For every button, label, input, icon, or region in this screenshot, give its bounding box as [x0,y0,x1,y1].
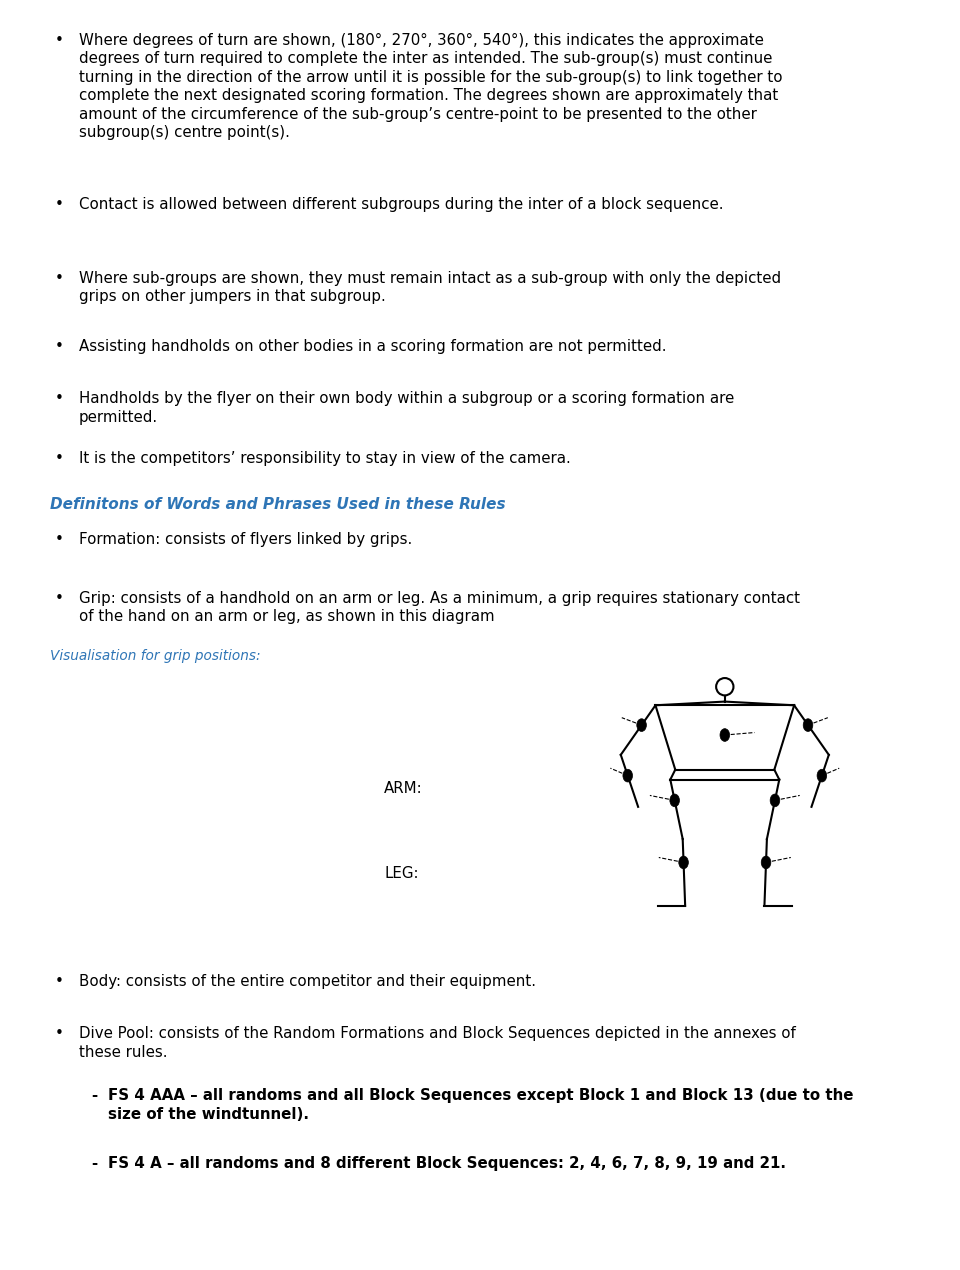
Text: Body: consists of the entire competitor and their equipment.: Body: consists of the entire competitor … [79,974,536,989]
Circle shape [679,856,688,869]
Circle shape [623,770,633,782]
Circle shape [761,856,771,869]
Text: ARM:: ARM: [384,781,422,796]
Text: permitted.: permitted. [79,409,157,424]
Text: •: • [55,271,64,286]
Text: -: - [91,1156,97,1171]
Circle shape [770,794,780,806]
Text: •: • [55,197,64,212]
Text: complete the next designated scoring formation. The degrees shown are approximat: complete the next designated scoring for… [79,89,778,103]
Text: Assisting handholds on other bodies in a scoring formation are not permitted.: Assisting handholds on other bodies in a… [79,339,666,354]
Text: •: • [55,33,64,48]
Text: amount of the circumference of the sub-group’s centre-point to be presented to t: amount of the circumference of the sub-g… [79,107,756,122]
Text: Dive Pool: consists of the Random Formations and Block Sequences depicted in the: Dive Pool: consists of the Random Format… [79,1026,796,1041]
Text: subgroup(s) centre point(s).: subgroup(s) centre point(s). [79,126,290,140]
Text: •: • [55,532,64,547]
Text: FS 4 A – all randoms and 8 different Block Sequences: 2, 4, 6, 7, 8, 9, 19 and 2: FS 4 A – all randoms and 8 different Blo… [108,1156,786,1171]
Text: Where sub-groups are shown, they must remain intact as a sub-group with only the: Where sub-groups are shown, they must re… [79,271,780,286]
Text: Visualisation for grip positions:: Visualisation for grip positions: [50,649,260,663]
Circle shape [804,719,813,732]
Text: •: • [55,451,64,466]
Text: •: • [55,1026,64,1041]
Text: •: • [55,974,64,989]
Text: •: • [55,339,64,354]
Text: Contact is allowed between different subgroups during the inter of a block seque: Contact is allowed between different sub… [79,197,723,212]
Circle shape [670,794,680,806]
Text: size of the windtunnel).: size of the windtunnel). [108,1107,309,1121]
Text: LEG:: LEG: [384,866,419,881]
Text: turning in the direction of the arrow until it is possible for the sub-group(s) : turning in the direction of the arrow un… [79,70,782,85]
Text: of the hand on an arm or leg, as shown in this diagram: of the hand on an arm or leg, as shown i… [79,608,494,624]
Circle shape [720,729,730,742]
Text: Handholds by the flyer on their own body within a subgroup or a scoring formatio: Handholds by the flyer on their own body… [79,391,734,406]
Circle shape [817,770,827,782]
Text: •: • [55,591,64,606]
Text: FS 4 AAA – all randoms and all Block Sequences except Block 1 and Block 13 (due : FS 4 AAA – all randoms and all Block Seq… [108,1088,854,1104]
Circle shape [636,719,646,732]
Text: Grip: consists of a handhold on an arm or leg. As a minimum, a grip requires sta: Grip: consists of a handhold on an arm o… [79,591,800,606]
Text: It is the competitors’ responsibility to stay in view of the camera.: It is the competitors’ responsibility to… [79,451,570,466]
Text: Definitons of Words and Phrases Used in these Rules: Definitons of Words and Phrases Used in … [50,497,506,512]
Text: •: • [55,391,64,406]
Text: these rules.: these rules. [79,1044,167,1059]
Text: -: - [91,1088,97,1104]
Text: grips on other jumpers in that subgroup.: grips on other jumpers in that subgroup. [79,288,386,304]
Text: Where degrees of turn are shown, (180°, 270°, 360°, 540°), this indicates the ap: Where degrees of turn are shown, (180°, … [79,33,763,48]
Text: degrees of turn required to complete the inter as intended. The sub-group(s) mus: degrees of turn required to complete the… [79,51,772,66]
Text: Formation: consists of flyers linked by grips.: Formation: consists of flyers linked by … [79,532,412,547]
